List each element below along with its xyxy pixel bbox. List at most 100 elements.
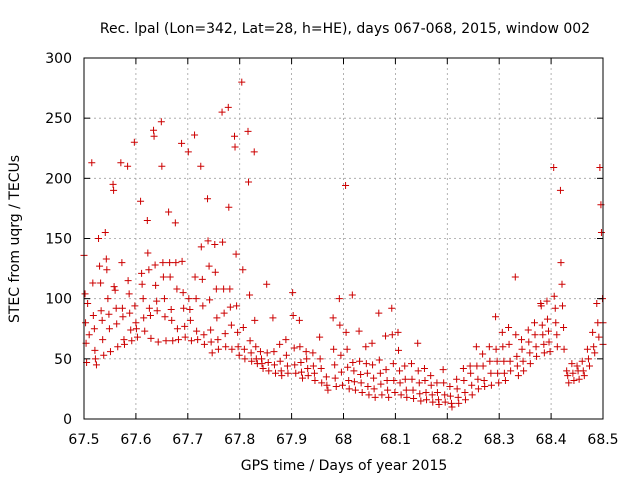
data-point (512, 331, 520, 339)
data-point (221, 330, 229, 338)
data-point (106, 348, 114, 356)
x-tick-label: 68.4 (536, 432, 567, 448)
data-point (421, 376, 429, 384)
data-point (184, 148, 192, 156)
data-point (97, 279, 105, 287)
data-point (247, 349, 255, 357)
data-point (409, 386, 417, 394)
data-point (538, 321, 546, 329)
data-point (160, 295, 168, 303)
data-point (283, 362, 291, 370)
data-point (84, 299, 92, 307)
data-point (113, 320, 121, 328)
data-point (265, 367, 273, 375)
data-point (518, 336, 526, 344)
data-point (416, 390, 424, 398)
data-point (250, 148, 258, 156)
data-point (595, 333, 603, 341)
data-point (165, 208, 173, 216)
data-point (546, 348, 554, 356)
data-point (146, 312, 154, 320)
data-point (276, 357, 284, 365)
data-point (408, 375, 416, 383)
data-point (486, 357, 494, 365)
data-point (211, 268, 219, 276)
data-point (150, 126, 158, 134)
data-point (234, 343, 242, 351)
data-point (173, 285, 181, 293)
data-point (181, 322, 189, 330)
data-point (124, 162, 132, 170)
data-point (166, 259, 174, 267)
data-point (474, 375, 482, 383)
data-point (186, 305, 194, 313)
data-point (524, 326, 532, 334)
data-point (187, 337, 195, 345)
data-point (454, 393, 462, 401)
data-point (420, 364, 428, 372)
y-axis-label: STEC from uqrg / TECUs (7, 155, 23, 323)
data-point (263, 280, 271, 288)
data-point (248, 357, 256, 365)
data-point (570, 376, 578, 384)
data-point (435, 401, 443, 409)
data-point (513, 352, 521, 360)
data-point (466, 362, 474, 370)
y-axis-ticks: 0 50 100 150 200 250 300 (45, 51, 603, 428)
data-point (342, 328, 350, 336)
data-point (439, 366, 447, 374)
data-point (318, 379, 326, 387)
data-point (492, 345, 500, 353)
data-point (270, 361, 278, 369)
data-point (415, 379, 423, 387)
data-point (298, 374, 306, 382)
data-point (114, 343, 122, 351)
data-point (461, 396, 469, 404)
data-point (264, 358, 272, 366)
data-point (159, 259, 167, 267)
y-tick-label: 150 (45, 232, 72, 248)
data-point (218, 108, 226, 116)
data-point (138, 280, 146, 288)
data-point (291, 361, 299, 369)
data-point (304, 364, 312, 372)
data-point (330, 345, 338, 353)
data-point (239, 324, 247, 332)
data-point (370, 385, 378, 393)
data-point (88, 159, 96, 167)
data-point (388, 304, 396, 312)
data-point (506, 357, 514, 365)
data-point (304, 372, 312, 380)
data-point (138, 269, 146, 277)
data-point (388, 331, 396, 339)
data-point (169, 337, 177, 345)
data-point (578, 357, 586, 365)
data-point (151, 261, 159, 269)
data-point (382, 366, 390, 374)
data-point (500, 369, 508, 377)
data-point (323, 381, 331, 389)
data-point (289, 289, 297, 297)
data-point (126, 309, 134, 317)
data-point (269, 314, 277, 322)
data-point (518, 345, 526, 353)
data-point (171, 219, 179, 227)
data-point (95, 235, 103, 242)
y-tick-label: 250 (45, 111, 72, 127)
data-point (219, 238, 227, 246)
data-point (540, 349, 548, 357)
data-point (324, 386, 332, 394)
data-point (519, 357, 527, 365)
data-point (526, 349, 534, 357)
data-point (427, 381, 435, 389)
data-point (297, 358, 305, 366)
data-point (365, 391, 373, 399)
data-point (198, 275, 206, 283)
data-point (596, 164, 604, 172)
data-point (186, 316, 194, 324)
data-point (564, 372, 572, 380)
data-point (296, 343, 304, 351)
data-point (568, 360, 576, 368)
data-point (197, 243, 205, 251)
data-point (110, 283, 118, 291)
